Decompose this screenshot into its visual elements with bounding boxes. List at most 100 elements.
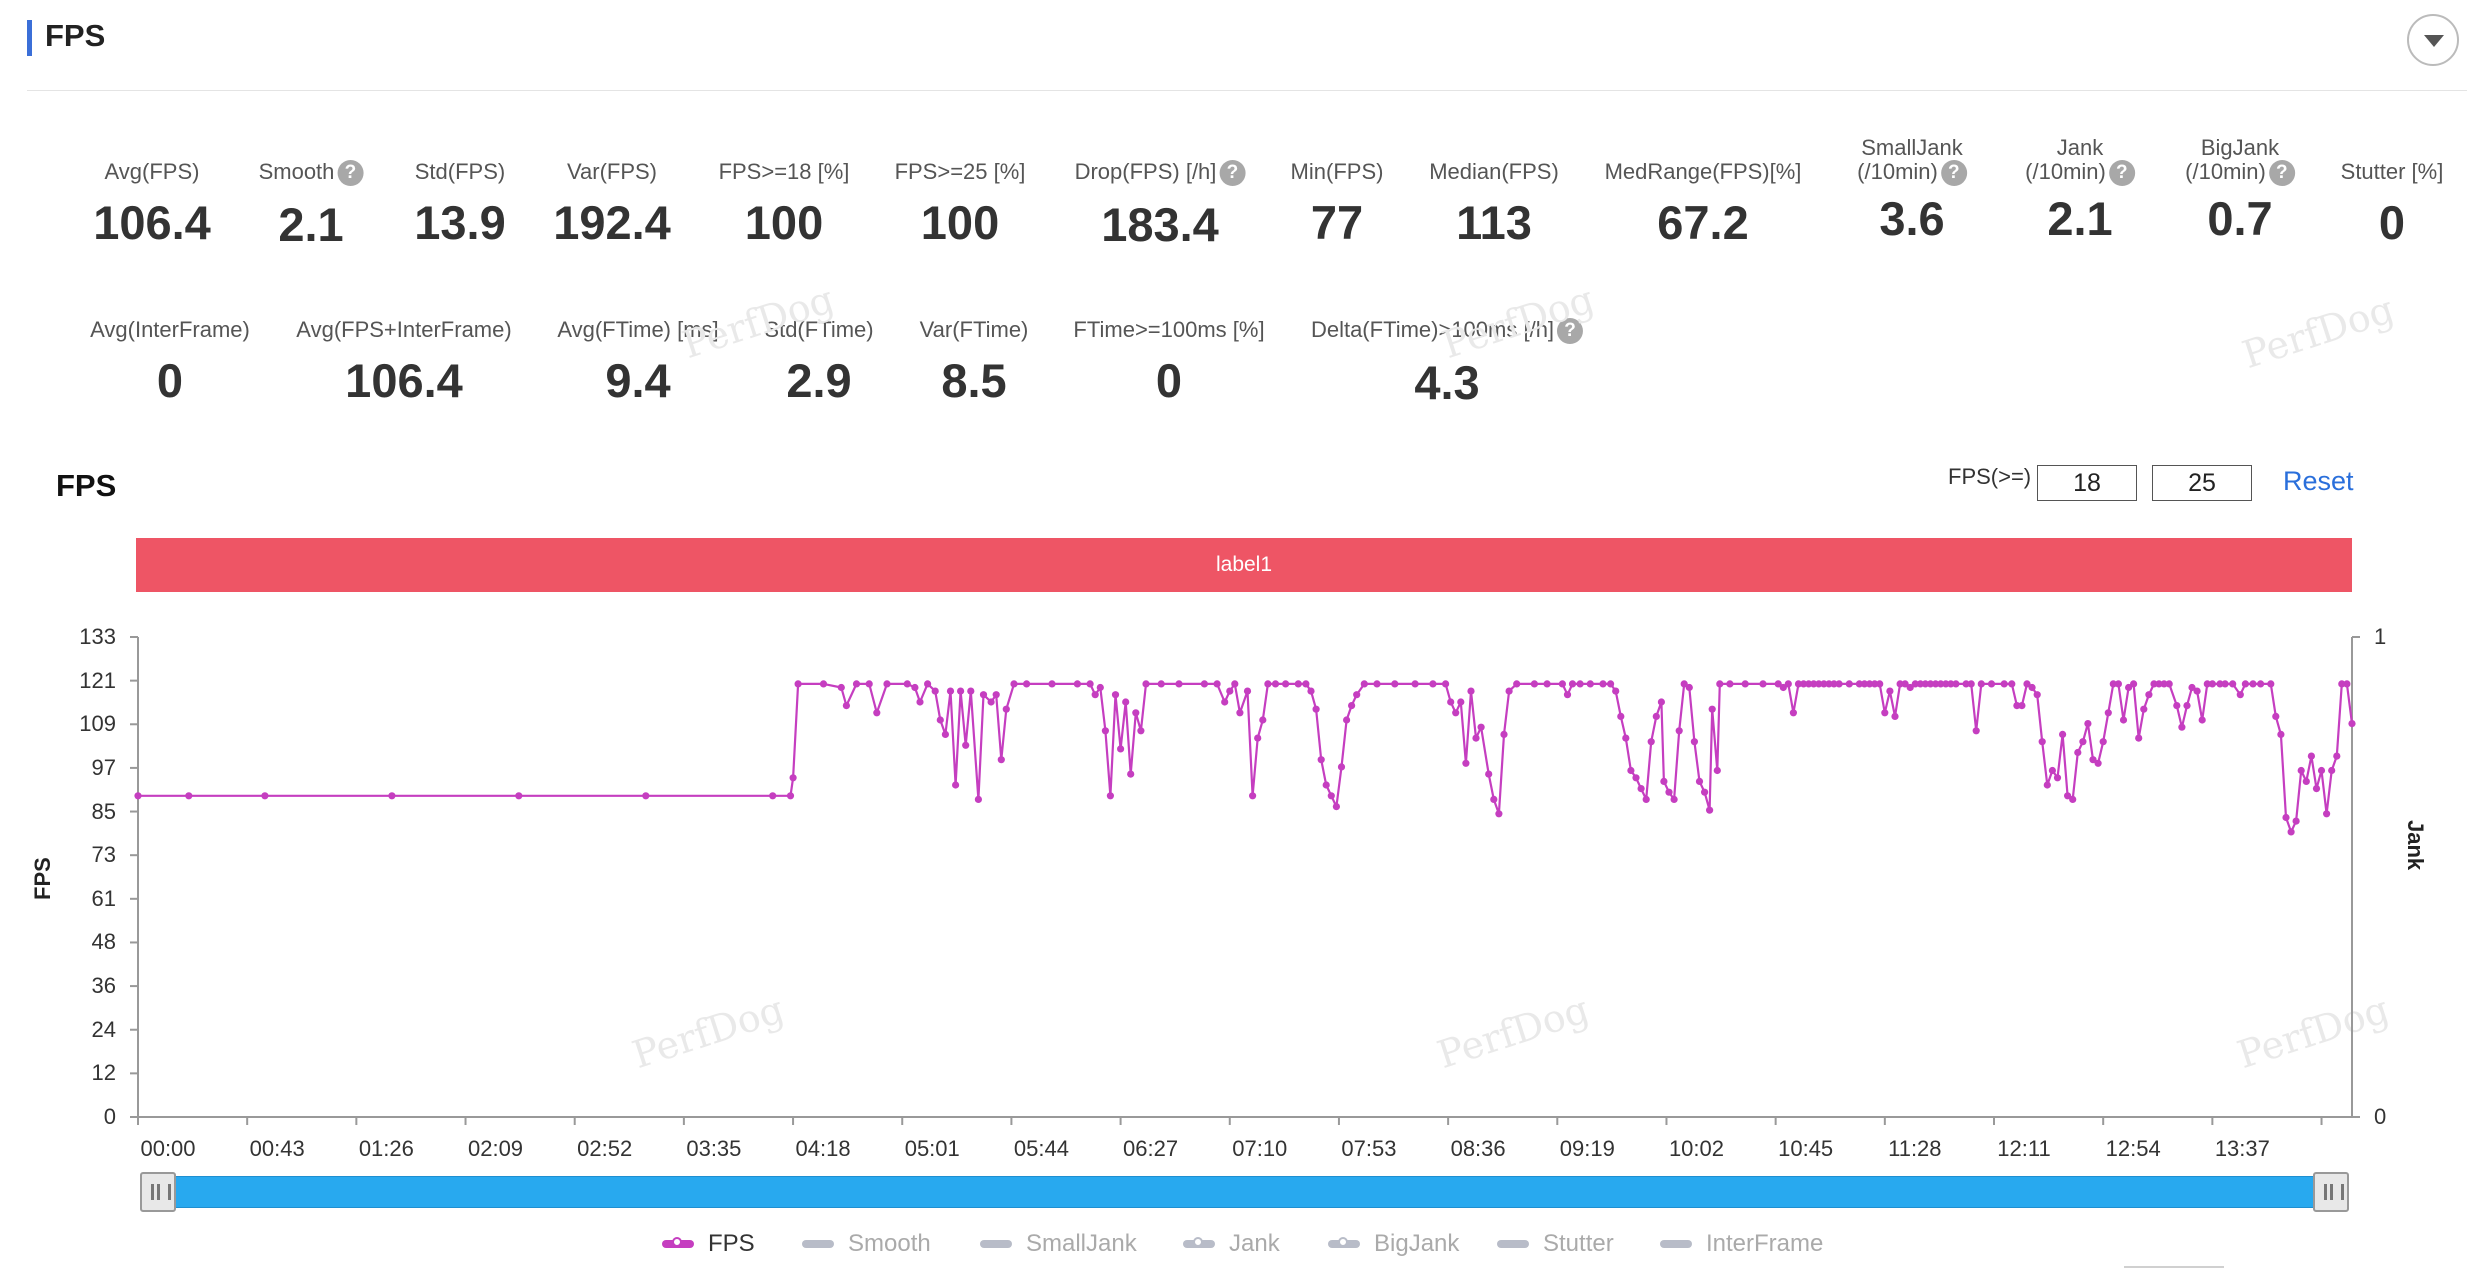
legend-item-interframe[interactable]: InterFrame xyxy=(1660,1230,1823,1258)
fps-data-point xyxy=(2173,702,2181,710)
slider-right-handle[interactable] xyxy=(2313,1172,2349,1212)
fps-data-point xyxy=(1952,680,1960,688)
fps-data-point xyxy=(2023,680,2031,688)
legend-marker-icon xyxy=(1193,1237,1203,1247)
fps-data-point xyxy=(1701,788,1709,796)
fps-data-point xyxy=(2043,781,2051,789)
fps-data-point xyxy=(2328,766,2336,775)
section-header: FPS xyxy=(27,0,2467,91)
metric-label-text: Delta(FTime)>100ms [/h] xyxy=(1310,317,1555,342)
fps-data-point xyxy=(2277,730,2285,738)
help-icon[interactable]: ? xyxy=(1557,318,1584,345)
metric-label: MedRange(FPS)[%] xyxy=(1605,160,1802,184)
legend-item-smalljank[interactable]: SmallJank xyxy=(980,1230,1137,1258)
legend-label: Jank xyxy=(1229,1230,1280,1257)
fps-data-point xyxy=(1282,680,1290,688)
slider-left-handle[interactable] xyxy=(140,1172,176,1212)
fps-data-point xyxy=(1231,680,1239,688)
fps-data-point xyxy=(852,680,861,688)
y-tick-label: 133 xyxy=(79,624,116,649)
legend-label: InterFrame xyxy=(1706,1230,1824,1257)
fps-data-point xyxy=(1348,702,1356,710)
x-tick-label: 11:28 xyxy=(1888,1136,1942,1161)
metric-label-text: BigJank xyxy=(2200,135,2280,160)
fps-data-point xyxy=(1576,680,1584,688)
legend-item-smooth[interactable]: Smooth xyxy=(802,1230,931,1258)
fps-data-point xyxy=(1429,680,1437,688)
metric-label: Stutter [%] xyxy=(2341,160,2444,184)
metric-label: Std(FTime) xyxy=(764,318,873,342)
fps-data-point xyxy=(1706,806,1714,814)
help-icon[interactable]: ? xyxy=(2108,160,2135,187)
fps-data-point xyxy=(2208,680,2216,688)
fps-data-point xyxy=(2099,738,2107,746)
legend-item-bigjank[interactable]: BigJank xyxy=(1328,1230,1459,1258)
fps-data-point xyxy=(1759,680,1767,688)
fps-data-point xyxy=(1942,680,1950,688)
label-band[interactable]: label1 xyxy=(136,538,2352,592)
help-icon[interactable]: ? xyxy=(337,160,364,187)
watermark-text: PerfDog xyxy=(2237,286,2400,378)
fps-line-chart[interactable] xyxy=(0,600,2484,1160)
fps-data-point xyxy=(2114,680,2122,688)
fps-data-point xyxy=(2119,716,2128,724)
fps-data-point xyxy=(1835,680,1843,688)
fps-data-point xyxy=(1563,691,1572,699)
x-tick-label: 00:43 xyxy=(249,1136,305,1161)
fps-data-point xyxy=(1627,766,1635,775)
metric-var-fps: Var(FPS) 192.4 xyxy=(553,160,671,248)
fps-data-point xyxy=(1452,709,1460,717)
fps-data-point xyxy=(924,680,932,688)
fps-data-point xyxy=(1881,709,1889,717)
fps-data-point xyxy=(992,691,1000,699)
fps-data-point xyxy=(1111,691,1120,699)
fps-data-point xyxy=(819,680,828,688)
legend-item-jank[interactable]: Jank xyxy=(1183,1230,1280,1258)
metric-label-text: Drop(FPS) [/h] xyxy=(1074,159,1217,184)
threshold-high-input[interactable]: 25 xyxy=(2152,465,2252,501)
help-icon[interactable]: ? xyxy=(1940,160,1967,187)
fps-data-point xyxy=(1302,680,1310,688)
legend-item-fps[interactable]: FPS xyxy=(662,1230,755,1258)
fps-data-point xyxy=(1568,680,1577,688)
legend-label: BigJank xyxy=(1374,1230,1460,1257)
x-tick-label: 13:37 xyxy=(2214,1136,2270,1161)
metric-label-text: Smooth xyxy=(258,159,335,184)
fps-data-point xyxy=(1794,680,1803,688)
fps-data-point xyxy=(789,774,797,782)
fps-data-point xyxy=(2013,702,2021,710)
metric-label: BigJank (/10min)? xyxy=(2185,135,2295,187)
fps-data-point xyxy=(1137,727,1145,735)
metric-label: Avg(InterFrame) xyxy=(90,318,250,342)
fps-data-point xyxy=(1337,763,1346,771)
fps-data-point xyxy=(1830,680,1838,688)
fps-data-point xyxy=(1411,680,1419,688)
fps-data-point xyxy=(1921,680,1929,688)
fps-data-point xyxy=(2312,785,2321,793)
metric-value: 67.2 xyxy=(1657,196,1749,249)
help-icon[interactable]: ? xyxy=(2268,160,2295,187)
fps-data-point xyxy=(1642,795,1650,803)
fps-data-point xyxy=(1670,795,1678,803)
time-range-slider[interactable] xyxy=(140,1176,2346,1208)
metric-median-fps: Median(FPS) 113 xyxy=(1429,160,1559,248)
collapse-toggle-icon[interactable] xyxy=(2407,14,2459,66)
x-tick-label: 12:11 xyxy=(1997,1136,2051,1161)
reset-link[interactable]: Reset xyxy=(2283,466,2354,496)
metric-fps-18: FPS>=18 [%] 100 xyxy=(719,160,850,248)
help-icon[interactable]: ? xyxy=(1219,160,1246,187)
metric-fps-25: FPS>=25 [%] 100 xyxy=(895,160,1026,248)
fps-data-point xyxy=(2084,720,2092,728)
metric-smalljank: SmallJank (/10min)? 3.6 xyxy=(1857,136,1967,244)
metric-avg-ftime-ms: Avg(FTime) [ms] 9.4 xyxy=(557,318,718,406)
fps-data-point xyxy=(388,792,396,800)
fps-data-point xyxy=(1477,723,1485,731)
threshold-low-input[interactable]: 18 xyxy=(2037,465,2137,501)
fps-data-point xyxy=(1774,680,1782,688)
fps-data-point xyxy=(931,687,939,695)
metric-label-unit: (/10min) xyxy=(1857,159,1938,184)
fps-data-point xyxy=(2165,680,2173,688)
metric-value: 106.4 xyxy=(93,196,211,249)
legend-item-stutter[interactable]: Stutter xyxy=(1497,1230,1614,1258)
metric-label-text: Avg(FTime) [ms] xyxy=(557,317,719,342)
